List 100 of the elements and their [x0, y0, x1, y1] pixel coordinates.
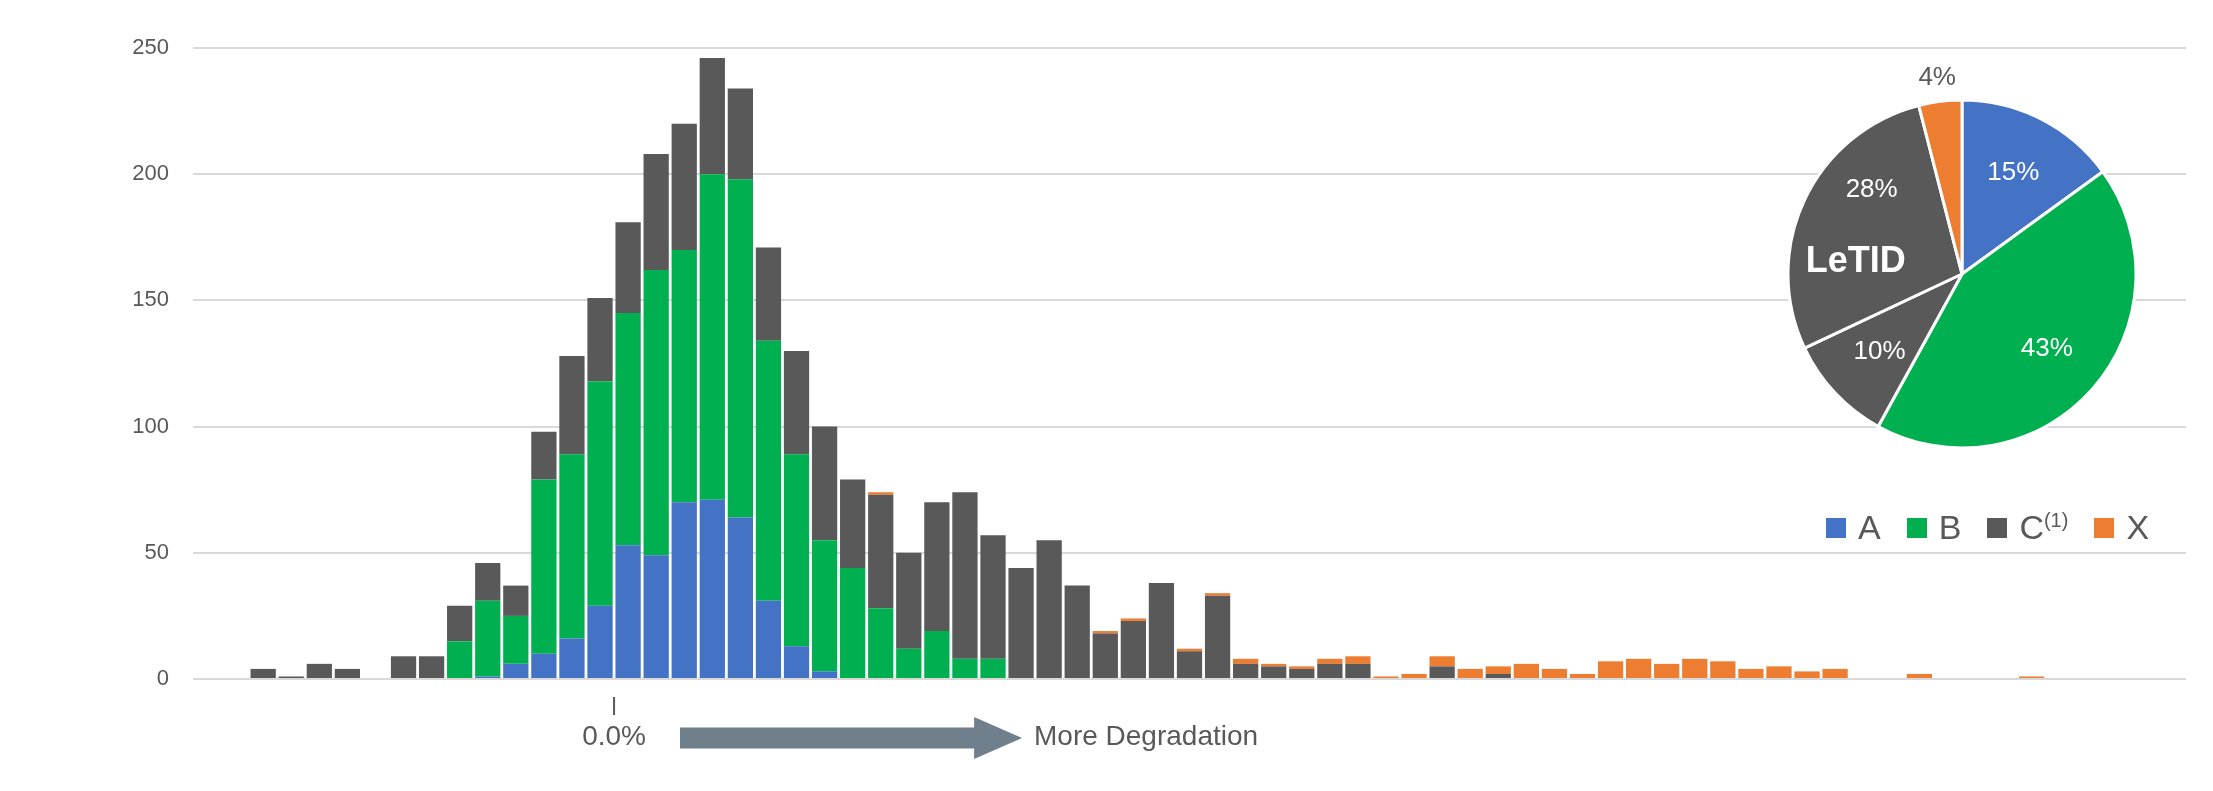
bar [1289, 668, 1315, 678]
bar [1008, 567, 1034, 678]
bar [840, 567, 866, 678]
bar [755, 600, 782, 678]
bar [868, 492, 894, 495]
bar [1682, 658, 1708, 678]
text: 0.0% [582, 719, 646, 751]
bar [1036, 540, 1062, 678]
data-label: 15% [1987, 156, 2040, 187]
bar [1485, 673, 1511, 678]
bar [783, 350, 810, 455]
y-tick-label: 0 [156, 665, 169, 691]
bar [840, 479, 866, 568]
bar [1401, 673, 1427, 678]
bar [1092, 633, 1118, 678]
bar [671, 123, 697, 250]
bar [699, 174, 725, 500]
bar [896, 552, 922, 649]
bar [587, 297, 613, 382]
bar [1738, 668, 1764, 678]
bar [587, 381, 613, 606]
bar [1710, 661, 1736, 678]
bar [1766, 666, 1792, 678]
y-tick-label: 250 [132, 34, 169, 60]
bar [952, 658, 978, 678]
bar [1261, 666, 1287, 678]
data-label: 28% [1845, 173, 1898, 204]
bar [1148, 583, 1175, 678]
bar [503, 615, 529, 664]
bar [727, 517, 754, 678]
bar [1120, 618, 1146, 621]
bar [1345, 656, 1371, 664]
bar [1345, 663, 1371, 678]
bar [1654, 663, 1680, 678]
bar [615, 313, 641, 546]
bar [475, 600, 501, 677]
bar [868, 494, 894, 609]
bar [727, 179, 754, 518]
bar [811, 671, 838, 678]
bar [699, 499, 725, 678]
bar [896, 648, 922, 678]
bar [587, 605, 613, 678]
bar [811, 540, 838, 672]
bar [1204, 595, 1231, 678]
bar [1317, 663, 1343, 678]
bar [671, 502, 697, 678]
bar [727, 88, 754, 180]
bar [1485, 666, 1511, 674]
bar [1626, 658, 1652, 678]
bar [447, 641, 473, 678]
bar [783, 454, 810, 647]
bar [755, 340, 782, 601]
bar [447, 605, 473, 642]
bar [306, 663, 332, 678]
bar [1092, 631, 1118, 634]
slice-label: LeTID [1805, 238, 1906, 280]
bar [1513, 663, 1539, 678]
bar [503, 585, 529, 616]
y-tick-label: 50 [144, 538, 169, 564]
bar [1569, 673, 1596, 678]
y-tick-label: 200 [132, 160, 169, 186]
bar [1822, 668, 1848, 678]
bar [924, 631, 950, 678]
data-label: 10% [1853, 334, 1906, 365]
bar [1906, 673, 1932, 678]
bar [811, 426, 838, 541]
legend-label: X [2126, 508, 2150, 547]
bar [250, 668, 276, 678]
bar [475, 562, 501, 601]
bar [952, 492, 978, 659]
bar [699, 58, 725, 175]
bar [559, 355, 585, 455]
bar [1429, 656, 1455, 667]
bar [1204, 593, 1231, 596]
bar [671, 249, 697, 503]
bar [334, 668, 361, 678]
bar [615, 222, 641, 314]
bar [868, 608, 894, 678]
bar [503, 663, 529, 678]
bar [615, 545, 641, 678]
bar [924, 502, 950, 632]
bar [643, 154, 669, 271]
data-label: 43% [2020, 331, 2073, 362]
bar [1233, 658, 1259, 664]
bar [643, 555, 669, 678]
bar [1317, 658, 1343, 664]
bar [531, 653, 557, 678]
bar [1541, 668, 1568, 678]
bar [1289, 666, 1315, 669]
bar [531, 479, 557, 654]
y-tick-label: 150 [132, 286, 169, 312]
bar [755, 247, 782, 341]
bar [390, 656, 417, 678]
bar [1233, 663, 1259, 678]
bar [643, 270, 669, 556]
legend-label: C$^{(1)}$ [2019, 508, 2069, 547]
bar [1794, 671, 1820, 678]
bar [1429, 666, 1455, 678]
bar [531, 431, 557, 480]
bar [980, 658, 1006, 678]
